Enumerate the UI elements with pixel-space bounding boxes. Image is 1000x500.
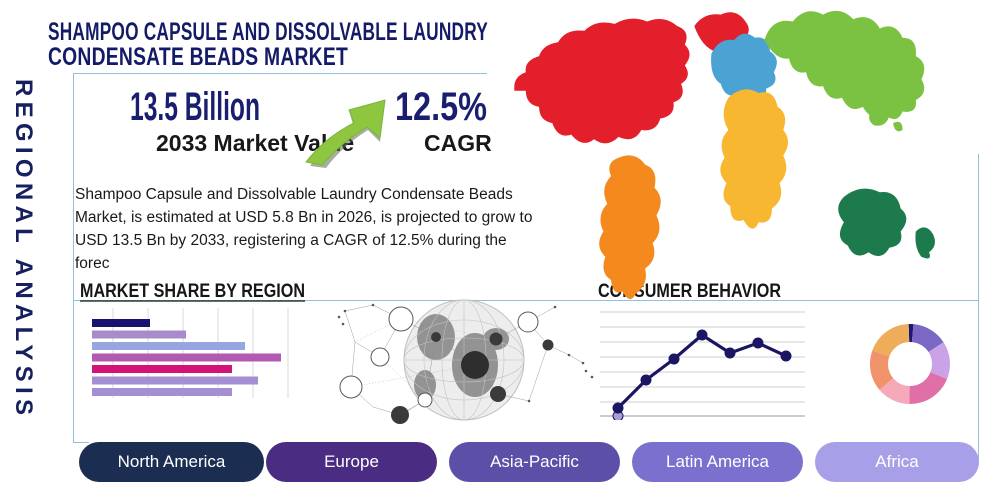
svg-text:MARKET SHARE BY REGION: MARKET SHARE BY REGION	[80, 281, 305, 302]
